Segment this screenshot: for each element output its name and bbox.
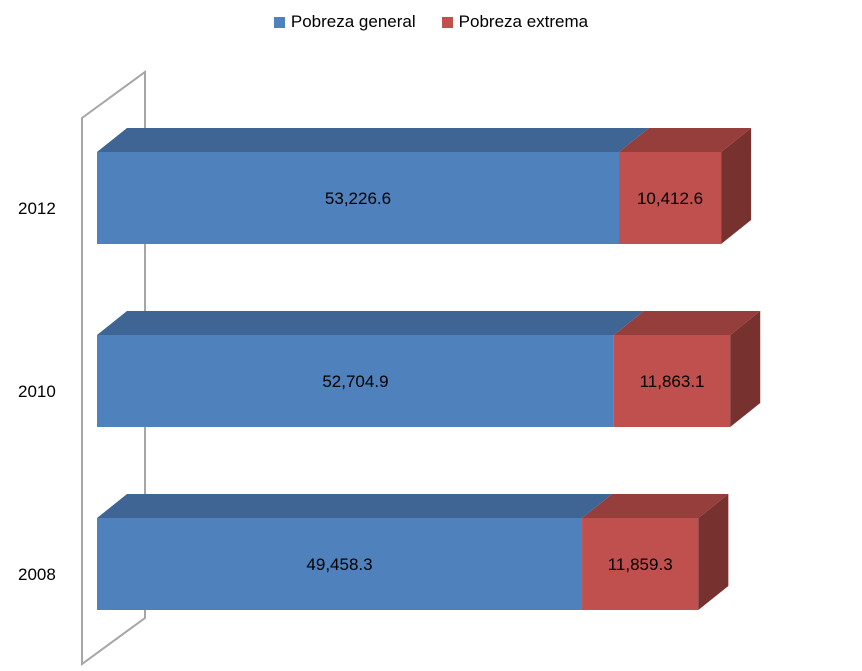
category-label-2008: 2008 <box>18 565 56 584</box>
bar-top-extreme-2010 <box>613 311 761 335</box>
legend-swatch-general <box>273 16 285 28</box>
axis-wall <box>81 70 146 666</box>
legend-label-general: Pobreza general <box>290 12 416 31</box>
data-label-extreme-2012: 10,412.6 <box>637 189 703 208</box>
bar-top-general-2010 <box>97 311 644 335</box>
bar-general-2010 <box>97 335 614 427</box>
data-label-general-2010: 52,704.9 <box>322 372 388 391</box>
data-label-general-2008: 49,458.3 <box>306 555 372 574</box>
category-label-2012: 2012 <box>18 199 56 218</box>
legend-item-general: Pobreza general <box>273 12 416 32</box>
bar-extreme-2008 <box>582 518 699 610</box>
legend-swatch-extreme <box>441 16 453 28</box>
bar-top-general-2008 <box>97 494 613 518</box>
bar-extreme-2012 <box>619 152 722 244</box>
bar-general-2008 <box>97 518 583 610</box>
data-label-extreme-2010: 11,863.1 <box>640 372 705 391</box>
bar-side-2012 <box>721 128 752 244</box>
legend-label-extreme: Pobreza extrema <box>458 12 589 31</box>
legend-item-extreme: Pobreza extrema <box>441 12 589 32</box>
data-label-extreme-2008: 11,859.3 <box>608 555 673 574</box>
data-label-general-2012: 53,226.6 <box>325 189 391 208</box>
bar-side-2010 <box>730 311 761 427</box>
category-label-2010: 2010 <box>18 382 56 401</box>
bar-top-extreme-2008 <box>582 494 729 518</box>
bar-top-extreme-2012 <box>619 128 752 152</box>
bar-side-2008 <box>698 494 729 610</box>
legend: Pobreza general Pobreza extrema <box>0 12 862 32</box>
bar-extreme-2010 <box>613 335 731 427</box>
bar-general-2012 <box>97 152 619 244</box>
bar-top-general-2012 <box>97 128 649 152</box>
